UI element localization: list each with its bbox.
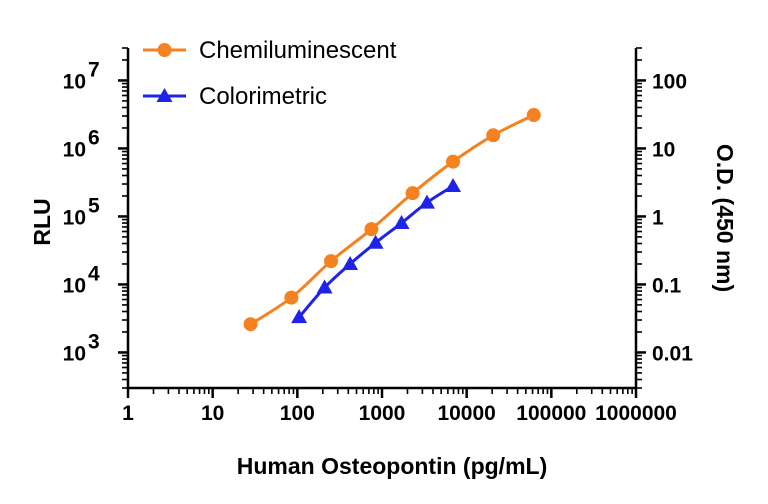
data-point (342, 255, 359, 270)
left-tick-label: 10 (63, 138, 86, 161)
left-tick-label: 10 (63, 206, 86, 229)
left-tick-exponent: 4 (88, 262, 100, 285)
data-point (284, 290, 299, 305)
left-tick-exponent: 3 (88, 330, 100, 353)
legend-label: Chemiluminescent (199, 37, 397, 64)
data-point (418, 194, 435, 209)
data-point (486, 128, 501, 143)
x-tick-label: 1000000 (595, 402, 677, 425)
right-tick-label: 0.01 (652, 342, 693, 365)
right-tick-label: 100 (652, 70, 687, 93)
x-tick-label: 10 (201, 402, 224, 425)
series-colorimetric (291, 178, 462, 324)
legend-item: Chemiluminescent (143, 37, 397, 64)
left-axis-title: RLU (29, 198, 55, 245)
data-point (526, 108, 541, 123)
axes: 1 10 100 1000 10000 100000 1000000103104105106… (29, 47, 738, 479)
left-tick-label: 10 (63, 70, 86, 93)
data-point (393, 215, 410, 230)
x-tick-label: 100 (280, 402, 315, 425)
x-tick-label: 1 (122, 402, 134, 425)
left-tick-label: 10 (63, 274, 86, 297)
data-point (243, 317, 258, 332)
data-point (405, 186, 420, 201)
data-point (364, 222, 379, 237)
left-tick-label: 10 (63, 342, 86, 365)
right-tick-label: 0.1 (652, 274, 682, 297)
left-tick-exponent: 6 (88, 126, 100, 149)
legend-marker (157, 43, 172, 57)
series-chemiluminescent (243, 108, 541, 332)
x-tick-label: 100000 (516, 402, 586, 425)
legend-item: Colorimetric (143, 83, 327, 110)
left-tick-exponent: 5 (88, 194, 100, 217)
left-tick-exponent: 7 (88, 58, 100, 81)
data-point (324, 254, 339, 269)
series-layer (243, 108, 541, 332)
x-axis-title: Human Osteopontin (pg/mL) (237, 453, 547, 479)
right-axis-title: O.D. (450 nm) (712, 144, 738, 292)
x-tick-label: 10000 (437, 402, 495, 425)
right-tick-label: 10 (652, 138, 675, 161)
legend-marker (156, 88, 173, 102)
right-tick-label: 1 (652, 206, 664, 229)
data-point (446, 154, 461, 169)
data-point (367, 234, 384, 249)
legend: Chemiluminescent Colorimetric (143, 37, 397, 110)
data-point (291, 309, 308, 324)
legend-label: Colorimetric (199, 83, 327, 110)
data-point (316, 279, 333, 294)
data-point (445, 178, 462, 193)
x-tick-label: 1000 (359, 402, 406, 425)
